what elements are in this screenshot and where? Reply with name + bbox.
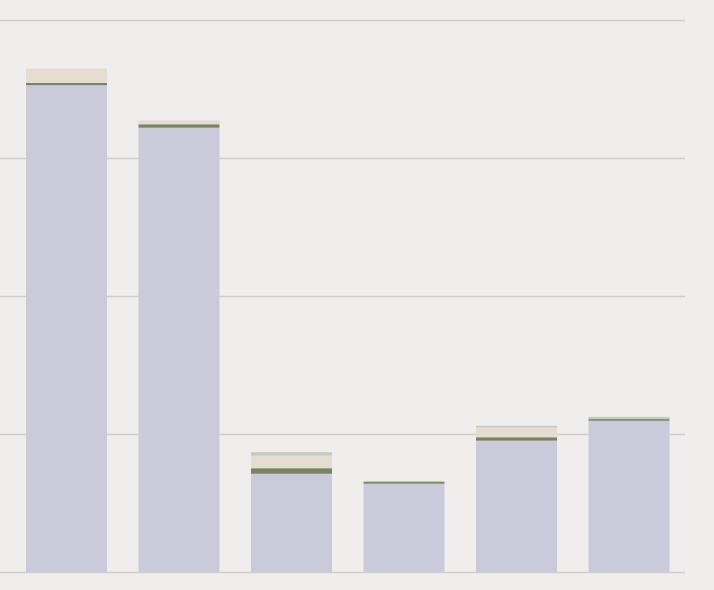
bar-segment-4-0 [476, 440, 557, 572]
bar-segment-2-1 [251, 468, 332, 474]
bars-layer [26, 68, 670, 573]
bar-segment-2-3 [251, 452, 332, 456]
bar-segment-4-1 [476, 437, 557, 441]
bar-segment-0-1 [26, 82, 107, 86]
bar-segment-5-0 [588, 420, 670, 572]
bar-segment-1-2 [138, 120, 220, 125]
bar-segment-5-1 [588, 419, 670, 421]
bar-segment-1-1 [138, 124, 220, 128]
bar-segment-2-2 [251, 455, 332, 469]
bar-group-4 [476, 425, 557, 572]
bar-segment-4-2 [476, 427, 557, 438]
bar-segment-3-3 [363, 480, 445, 483]
bar-segment-0-0 [26, 85, 107, 573]
bar-group-2 [251, 452, 332, 572]
bar-segment-3-1 [363, 482, 445, 484]
bar-segment-4-3 [476, 425, 557, 428]
grid-layer [0, 19, 685, 574]
bar-segment-1-0 [138, 127, 220, 572]
bar-segment-3-0 [363, 483, 445, 572]
bar-group-1 [138, 120, 220, 572]
bar-group-0 [26, 68, 107, 573]
bar-group-3 [363, 480, 445, 572]
bar-segment-5-3 [588, 416, 670, 420]
bar-segment-0-2 [26, 68, 107, 83]
bar-segment-2-0 [251, 473, 332, 572]
bar-group-5 [588, 416, 670, 572]
